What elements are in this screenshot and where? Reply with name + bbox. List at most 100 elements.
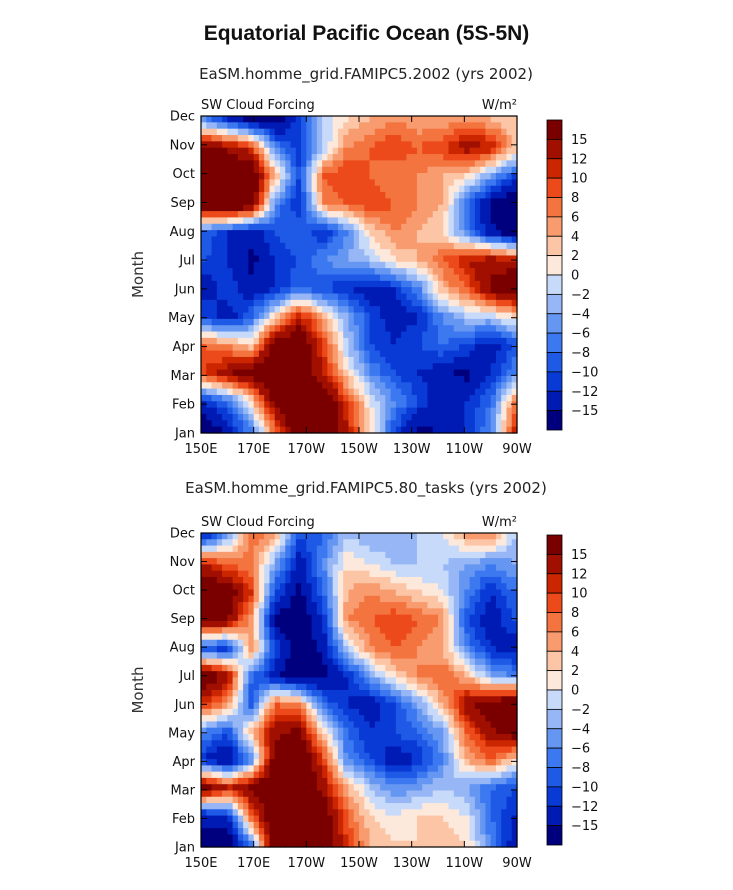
heatmap-cell [369, 576, 376, 584]
heatmap-cell [411, 135, 418, 142]
heatmap-cell [406, 627, 413, 635]
heatmap-cell [485, 350, 492, 358]
heatmap-cell [280, 350, 286, 358]
heatmap-cell [285, 627, 292, 635]
heatmap-cell [448, 413, 455, 421]
heatmap-cell [353, 363, 360, 371]
heatmap-cell [253, 394, 260, 402]
heatmap-cell [227, 715, 234, 722]
heatmap-cell [332, 185, 339, 193]
heatmap-cell [443, 671, 450, 679]
heatmap-cell [237, 173, 244, 180]
heatmap-cell [406, 350, 413, 358]
heatmap-cell [395, 564, 402, 572]
heatmap-cell [480, 211, 486, 219]
heatmap-cell [316, 696, 323, 704]
heatmap-cell [295, 166, 302, 174]
heatmap-cell [406, 583, 413, 591]
heatmap-cell [390, 394, 397, 402]
heatmap-cell [280, 318, 286, 326]
heatmap-cell [206, 595, 213, 603]
heatmap-cell [369, 280, 376, 288]
heatmap-cell [232, 299, 239, 307]
heatmap-cell [359, 344, 365, 352]
heatmap-cell [332, 173, 339, 180]
heatmap-cell [464, 369, 471, 377]
heatmap-cell [201, 382, 207, 390]
heatmap-cell [348, 671, 355, 679]
heatmap-cell [474, 325, 481, 333]
heatmap-cell [311, 135, 318, 142]
heatmap-cell [401, 420, 407, 428]
heatmap-cell [369, 727, 376, 735]
heatmap-cell [411, 280, 418, 288]
heatmap-cell [401, 128, 407, 136]
heatmap-cell [453, 677, 460, 685]
heatmap-cell [511, 614, 518, 622]
heatmap-cell [322, 715, 328, 722]
heatmap-cell [216, 690, 223, 697]
heatmap-cell [322, 350, 328, 358]
heatmap-cell [411, 639, 418, 647]
heatmap-cell [285, 614, 292, 622]
heatmap-cell [211, 255, 218, 263]
heatmap-cell [485, 589, 492, 597]
heatmap-cell [274, 344, 281, 352]
heatmap-cell [474, 533, 481, 540]
heatmap-cell [480, 639, 486, 647]
heatmap-cell [395, 633, 402, 641]
heatmap-cell [258, 154, 265, 161]
heatmap-cell [332, 382, 339, 390]
heatmap-cell [374, 394, 381, 402]
heatmap-cell [427, 620, 434, 628]
heatmap-cell [285, 369, 292, 377]
heatmap-cell [438, 261, 444, 269]
heatmap-cell [337, 664, 344, 672]
heatmap-cell [274, 683, 281, 691]
heatmap-cell [343, 664, 350, 672]
heatmap-cell [501, 363, 508, 371]
heatmap-cell [327, 558, 334, 565]
heatmap-cell [448, 261, 455, 269]
heatmap-cell [211, 551, 218, 559]
heatmap-cell [474, 141, 481, 149]
heatmap-cell [480, 721, 486, 729]
heatmap-cell [306, 658, 313, 666]
heatmap-cell [480, 116, 486, 123]
heatmap-cell [369, 160, 376, 168]
heatmap-cell [474, 242, 481, 250]
heatmap-cell [353, 255, 360, 263]
heatmap-cell [337, 583, 344, 591]
heatmap-cell [459, 331, 465, 339]
heatmap-cell [395, 116, 402, 123]
heatmap-cell [206, 627, 213, 635]
heatmap-cell [248, 721, 255, 729]
heatmap-cell [348, 677, 355, 685]
heatmap-cell [353, 683, 360, 691]
heatmap-cell [427, 173, 434, 180]
heatmap-cell [337, 217, 344, 225]
heatmap-cell [380, 236, 386, 244]
heatmap-cell [311, 727, 318, 735]
heatmap-cell [359, 696, 365, 704]
heatmap-cell [222, 274, 228, 282]
heatmap-cell [337, 407, 344, 415]
heatmap-cell [353, 413, 360, 421]
heatmap-cell [206, 545, 213, 553]
heatmap-cell [243, 646, 249, 653]
heatmap-cell [422, 696, 429, 704]
heatmap-cell [327, 242, 334, 250]
heatmap-cell [395, 671, 402, 679]
heatmap-cell [274, 166, 281, 174]
heatmap-cell [322, 116, 328, 123]
heatmap-cell [495, 715, 502, 722]
heatmap-cell [490, 382, 497, 390]
heatmap-cell [453, 306, 460, 314]
heatmap-cell [290, 299, 297, 307]
heatmap-cell [432, 344, 439, 352]
heatmap-cell [258, 135, 265, 142]
heatmap-cell [280, 652, 286, 660]
heatmap-cell [337, 363, 344, 371]
heatmap-cell [380, 337, 386, 345]
heatmap-cell [227, 141, 234, 149]
